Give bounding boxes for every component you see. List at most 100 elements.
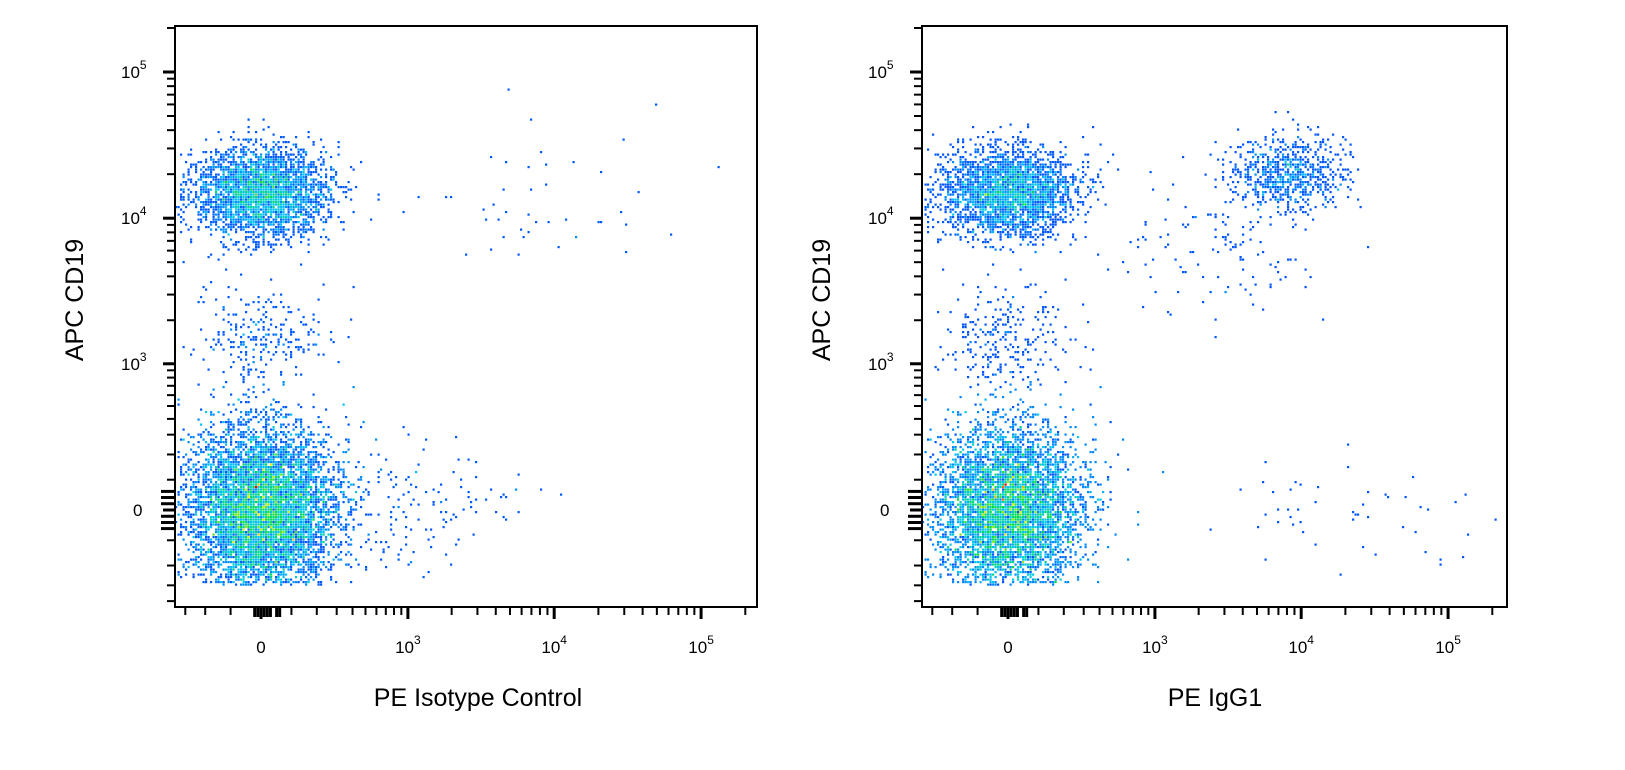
event-dot (280, 469, 282, 471)
event-dot (313, 516, 315, 518)
event-dot (290, 579, 292, 581)
event-dot (248, 226, 250, 228)
event-dot (300, 526, 302, 528)
event-dot (215, 221, 217, 223)
event-dot (283, 191, 285, 193)
event-dot (238, 559, 240, 561)
event-dot (240, 466, 242, 468)
event-dot (223, 516, 225, 518)
event-dot (358, 479, 360, 481)
event-dot (283, 226, 285, 228)
event-dot (238, 574, 240, 576)
event-dot (200, 169, 202, 171)
event-dot (248, 491, 250, 493)
event-dot (205, 481, 207, 483)
event-dot (263, 466, 265, 468)
event-dot (230, 444, 232, 446)
event-dot (308, 581, 310, 583)
event-dot (350, 539, 352, 541)
event-dot (263, 224, 265, 226)
event-dot (305, 561, 307, 563)
event-dot (235, 171, 237, 173)
event-dot (223, 349, 225, 351)
event-dot (228, 556, 230, 558)
event-dot (268, 521, 270, 523)
event-dot (183, 439, 185, 441)
event-dot (255, 476, 257, 478)
event-dot (935, 474, 937, 476)
event-dot (215, 509, 217, 511)
event-dot (405, 544, 407, 546)
event-dot (403, 211, 405, 213)
event-dot (228, 491, 230, 493)
event-dot (288, 579, 290, 581)
event-dot (265, 316, 267, 318)
event-dot (528, 214, 530, 216)
event-dot (230, 549, 232, 551)
event-dot (298, 459, 300, 461)
event-dot (997, 556, 999, 558)
event-dot (300, 166, 302, 168)
event-dot (285, 359, 287, 361)
event-dot (273, 294, 275, 296)
event-dot (268, 351, 270, 353)
event-dot (273, 464, 275, 466)
event-dot (338, 484, 340, 486)
event-dot (360, 479, 362, 481)
event-dot (265, 531, 267, 533)
event-dot (300, 149, 302, 151)
event-dot (255, 191, 257, 193)
event-dot (293, 159, 295, 161)
event-dot (235, 559, 237, 561)
event-dot (283, 424, 285, 426)
event-dot (273, 466, 275, 468)
event-dot (320, 456, 322, 458)
event-dot (243, 324, 245, 326)
event-dot (365, 514, 367, 516)
event-dot (233, 534, 235, 536)
event-dot (298, 506, 300, 508)
event-dot (270, 156, 272, 158)
event-dot (250, 489, 252, 491)
event-dot (303, 464, 305, 466)
event-dot (223, 494, 225, 496)
event-dot (328, 199, 330, 201)
event-dot (213, 521, 215, 523)
event-dot (278, 579, 280, 581)
event-dot (598, 221, 600, 223)
event-dot (263, 236, 265, 238)
event-dot (245, 444, 247, 446)
event-dot (248, 521, 250, 523)
event-dot (230, 536, 232, 538)
event-dot (320, 581, 322, 583)
event-dot (278, 471, 280, 473)
event-dot (295, 494, 297, 496)
event-dot (300, 564, 302, 566)
event-dot (293, 529, 295, 531)
event-dot (248, 484, 250, 486)
event-dot (235, 489, 237, 491)
event-dot (195, 184, 197, 186)
event-dot (215, 344, 217, 346)
event-dot (243, 166, 245, 168)
event-dot (285, 496, 287, 498)
event-dot (305, 506, 307, 508)
event-dot (318, 536, 320, 538)
event-dot (253, 199, 255, 201)
event-dot (188, 199, 190, 201)
event-dot (268, 489, 270, 491)
event-dot (195, 524, 197, 526)
event-dot (223, 521, 225, 523)
event-dot (268, 419, 270, 421)
event-dot (250, 551, 252, 553)
event-dot (980, 539, 982, 541)
event-dot (215, 454, 217, 456)
event-dot (243, 569, 245, 571)
event-dot (285, 229, 287, 231)
event-dot (250, 534, 252, 536)
event-dot (298, 531, 300, 533)
event-dot (233, 581, 235, 583)
event-dot (310, 514, 312, 516)
event-dot (313, 451, 315, 453)
event-dot (210, 541, 212, 543)
